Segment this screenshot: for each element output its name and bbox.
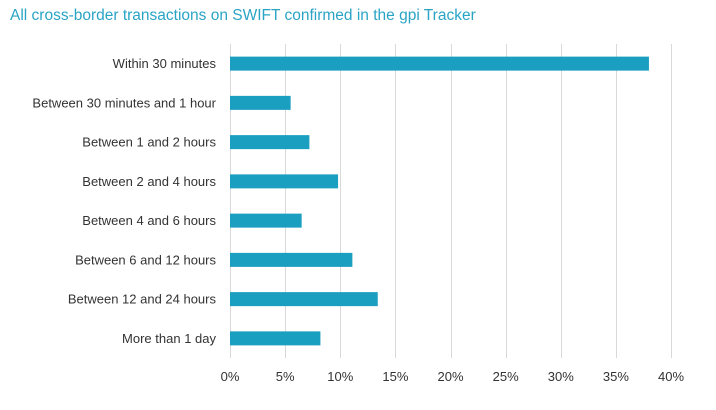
bar bbox=[230, 292, 378, 307]
category-label: More than 1 day bbox=[122, 331, 216, 346]
category-labels: Within 30 minutes Between 30 minutes and … bbox=[32, 56, 216, 346]
bar bbox=[230, 95, 291, 110]
bar bbox=[230, 331, 321, 346]
x-tick-label: 25% bbox=[493, 369, 519, 384]
chart-title: All cross-border transactions on SWIFT c… bbox=[10, 7, 476, 24]
x-tick-label: 35% bbox=[603, 369, 629, 384]
x-tick-label: 20% bbox=[437, 369, 463, 384]
category-label: Within 30 minutes bbox=[113, 56, 217, 71]
x-tick-label: 0% bbox=[221, 369, 240, 384]
bar bbox=[230, 252, 353, 267]
bar bbox=[230, 135, 310, 150]
gridlines bbox=[230, 44, 672, 358]
category-label: Between 1 and 2 hours bbox=[82, 135, 216, 150]
bar bbox=[230, 213, 302, 228]
x-tick-labels: 0% 5% 10% 15% 20% 25% 30% 35% 40% bbox=[221, 369, 685, 384]
category-label: Between 2 and 4 hours bbox=[82, 174, 216, 189]
x-tick-label: 15% bbox=[382, 369, 408, 384]
category-label: Between 4 and 6 hours bbox=[82, 213, 216, 228]
bar bbox=[230, 174, 339, 189]
x-tick-label: 30% bbox=[548, 369, 574, 384]
category-label: Between 12 and 24 hours bbox=[68, 292, 217, 307]
bars bbox=[230, 56, 649, 346]
bar bbox=[230, 56, 649, 71]
x-tick-label: 10% bbox=[327, 369, 353, 384]
category-label: Between 30 minutes and 1 hour bbox=[32, 95, 216, 110]
category-label: Between 6 and 12 hours bbox=[75, 252, 216, 267]
x-tick-label: 40% bbox=[658, 369, 684, 384]
x-tick-label: 5% bbox=[276, 369, 295, 384]
